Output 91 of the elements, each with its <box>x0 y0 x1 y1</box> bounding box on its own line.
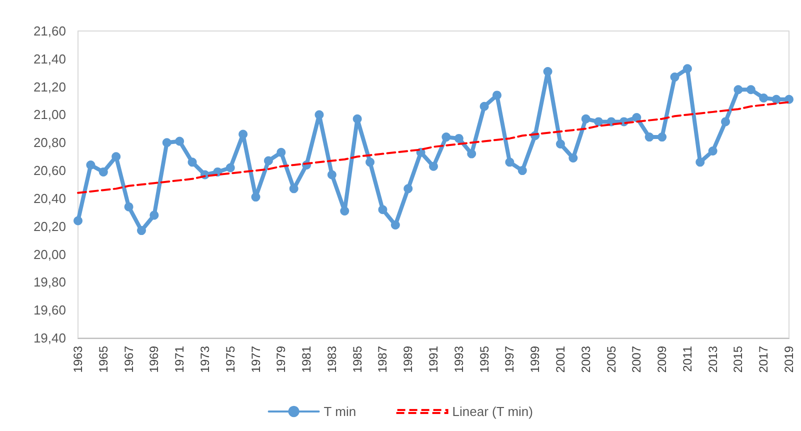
x-tick-label: 2001 <box>553 346 568 373</box>
x-tick-label: 1969 <box>147 346 162 373</box>
point <box>556 140 565 149</box>
legend-label: T min <box>324 404 356 419</box>
point <box>276 148 286 157</box>
x-tick-label: 2017 <box>756 346 771 373</box>
x-tick-label: 1987 <box>376 346 390 373</box>
x-tick-label: 1985 <box>350 346 364 373</box>
point <box>670 72 680 82</box>
point <box>594 117 604 126</box>
y-tick-label: 20,80 <box>33 135 66 150</box>
point <box>581 114 590 124</box>
point <box>454 134 464 143</box>
point <box>238 130 248 139</box>
point <box>682 64 692 74</box>
point <box>467 149 476 158</box>
point <box>518 166 527 176</box>
point <box>505 158 514 167</box>
x-tick-label: 1997 <box>502 346 517 373</box>
x-tick-label: 1963 <box>71 346 85 373</box>
x-tick-label: 2019 <box>782 346 796 373</box>
point <box>327 170 336 180</box>
x-tick-label: 1979 <box>274 346 288 373</box>
x-tick-label: 1991 <box>426 346 440 373</box>
legend-label: Linear (T min) <box>452 404 533 419</box>
point <box>124 202 134 212</box>
x-tick-label: 1983 <box>324 346 339 373</box>
x-tick-label: 1981 <box>300 346 314 373</box>
x-tick-label: 1989 <box>401 346 416 373</box>
y-tick-label: 19,40 <box>33 330 66 346</box>
point <box>442 132 451 142</box>
x-tick-label: 2009 <box>655 346 670 373</box>
y-tick-label: 20,00 <box>33 246 66 262</box>
point <box>480 102 489 111</box>
x-tick-label: 1977 <box>248 346 263 373</box>
point <box>632 113 642 122</box>
point <box>136 226 146 236</box>
point <box>150 210 159 220</box>
point <box>543 66 552 76</box>
point <box>86 160 96 170</box>
x-tick-label: 1967 <box>122 346 136 373</box>
point <box>251 192 260 202</box>
point <box>784 94 794 104</box>
point <box>74 216 82 226</box>
y-tick-label: 20,60 <box>33 163 66 178</box>
y-tick-label: 20,20 <box>33 218 66 234</box>
y-tick-label: 21,60 <box>33 24 66 38</box>
y-tick-label: 19,60 <box>33 302 66 318</box>
point <box>492 90 502 100</box>
y-tick-label: 19,80 <box>33 274 66 290</box>
y-tick-label: 21,40 <box>33 51 66 66</box>
point <box>696 158 705 167</box>
point <box>378 205 388 214</box>
x-tick-label: 1995 <box>477 346 492 373</box>
point <box>644 132 654 142</box>
point <box>352 114 362 124</box>
x-tick-label: 1965 <box>96 346 110 373</box>
point <box>734 85 743 94</box>
point <box>366 158 375 167</box>
point <box>175 136 184 146</box>
point <box>162 138 172 148</box>
y-tick-label: 21,00 <box>33 107 66 122</box>
x-tick-label: 2007 <box>630 346 644 373</box>
point <box>98 167 108 176</box>
x-tick-label: 2003 <box>578 346 593 373</box>
x-tick-label: 1993 <box>452 346 466 373</box>
point <box>568 153 578 162</box>
x-tick-label: 1975 <box>223 346 238 373</box>
point <box>264 156 273 166</box>
x-tick-label: 2015 <box>731 346 746 373</box>
x-tick-label: 1999 <box>528 346 542 373</box>
point <box>226 163 235 172</box>
x-tick-label: 2005 <box>604 346 618 373</box>
x-tick-label: 1971 <box>172 346 187 373</box>
point <box>188 158 197 167</box>
point <box>708 146 718 156</box>
point <box>340 206 350 216</box>
x-tick-label: 2013 <box>706 346 720 373</box>
point <box>658 132 667 142</box>
point <box>429 162 438 171</box>
point <box>759 93 768 102</box>
x-tick-label: 2011 <box>680 346 694 372</box>
point <box>772 94 781 104</box>
point <box>390 220 400 230</box>
y-tick-label: 21,20 <box>33 79 66 94</box>
point <box>404 184 413 194</box>
y-tick-label: 20,40 <box>33 190 66 206</box>
point <box>746 85 756 94</box>
point <box>314 110 324 120</box>
point <box>721 117 730 126</box>
x-tick-label: 1973 <box>198 346 212 373</box>
